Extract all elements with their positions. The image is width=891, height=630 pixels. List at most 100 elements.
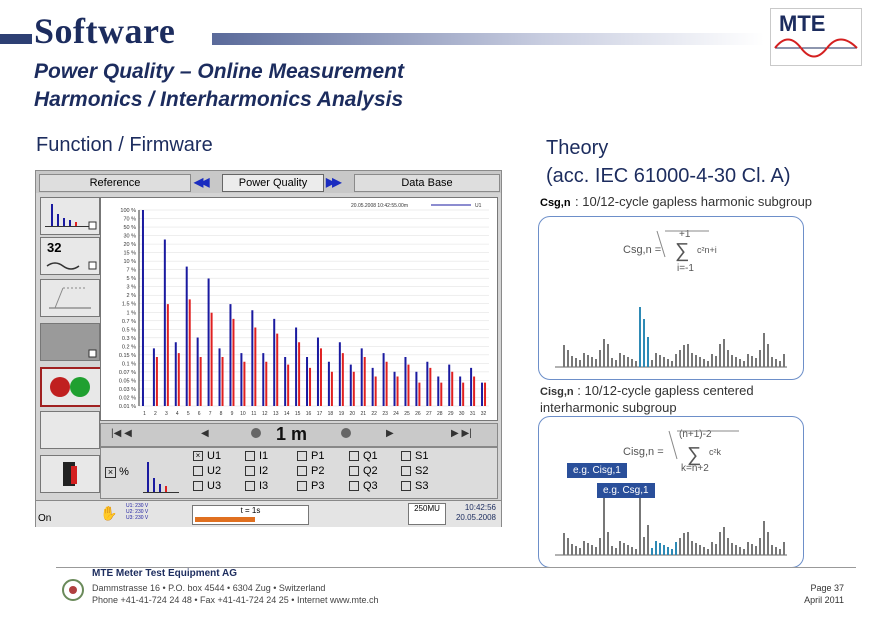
spectrum-line [767, 532, 769, 555]
checkbox-box[interactable] [297, 466, 307, 477]
subtitle: Power Quality – Online Measurement Harmo… [34, 58, 404, 114]
side-button-grey[interactable] [40, 323, 100, 361]
tab-data-base[interactable]: Data Base [354, 174, 500, 192]
quantity-checkbox[interactable]: Q2 [349, 465, 378, 477]
quantity-checkbox[interactable]: I3 [245, 480, 268, 492]
spectrum-line [735, 545, 737, 555]
spectrum-line [655, 541, 657, 555]
x-tick-label: 31 [470, 411, 476, 417]
footer-contact-line: Phone +41-41-724 24 48 • Fax +41-41-724 … [92, 595, 379, 605]
quantity-checkbox[interactable]: P1 [297, 450, 324, 462]
x-tick-label: 12 [262, 411, 268, 417]
formula-term-2: c²k [709, 447, 721, 457]
side-button-start-stop[interactable] [40, 367, 102, 407]
y-tick-label: 0.01 % [119, 404, 136, 410]
progress-fill [195, 517, 255, 522]
checkbox-box[interactable] [245, 466, 255, 477]
x-tick-label: 13 [273, 411, 279, 417]
jump-back-icon[interactable]: |◀ ◀ [111, 428, 132, 439]
spectrum-line [779, 361, 781, 367]
side-button-exit[interactable] [40, 455, 100, 493]
zoom-in-icon[interactable] [341, 428, 351, 438]
checkbox-box[interactable] [245, 481, 255, 492]
time-field[interactable]: t = 1s [192, 505, 309, 525]
hand-icon[interactable]: ✋ [100, 505, 118, 521]
x-tick-label: 29 [448, 411, 454, 417]
spectrum-line [739, 547, 741, 555]
left-heading: Function / Firmware [36, 134, 213, 156]
side-button-phasor[interactable] [40, 279, 100, 317]
spectrum-line [643, 537, 645, 555]
quantity-checkbox[interactable]: P3 [297, 480, 324, 492]
mte-logo: MTE [770, 8, 862, 66]
side-button-spectrum[interactable] [40, 197, 100, 235]
spectrum-line [575, 358, 577, 367]
spectrum-line [655, 353, 657, 367]
y-tick-label: 50 % [123, 225, 136, 231]
eg-label-1: e.g. Cisg,1 [567, 463, 627, 478]
quantity-checkbox[interactable]: I1 [245, 450, 268, 462]
checkbox-box[interactable] [297, 451, 307, 462]
quantity-checkbox[interactable]: P2 [297, 465, 324, 477]
harmonic-bar [188, 299, 191, 406]
harmonic-bar [330, 371, 333, 406]
tab-power-quality[interactable]: Power Quality [222, 174, 324, 192]
harmonic-bar [240, 353, 243, 406]
checkbox-box[interactable] [401, 451, 411, 462]
quantity-checkbox[interactable]: Q3 [349, 480, 378, 492]
checkbox-box[interactable] [193, 481, 203, 492]
y-tick-label: 0.5 % [122, 327, 136, 333]
side-button-blank[interactable] [40, 411, 100, 449]
spectrum-line [583, 541, 585, 555]
quantity-checkbox[interactable]: S2 [401, 465, 428, 477]
header-bar-left [0, 34, 32, 44]
x-tick-label: 27 [426, 411, 432, 417]
spectrum-line [715, 544, 717, 555]
time-window[interactable]: 1 m [276, 424, 308, 444]
checkbox-box[interactable] [349, 466, 359, 477]
y-tick-label: 0.03 % [119, 387, 136, 393]
zoom-out-icon[interactable] [251, 428, 261, 438]
y-tick-label: 7 % [127, 268, 137, 274]
checkbox-box[interactable] [401, 481, 411, 492]
quantity-checkbox[interactable]: S3 [401, 480, 428, 492]
checkbox-box[interactable] [349, 481, 359, 492]
y-tick-label: 30 % [123, 234, 136, 240]
spectrum-line [675, 354, 677, 367]
arrow-right-icon[interactable]: ▶▶ [326, 175, 342, 189]
quantity-checkbox[interactable]: S1 [401, 450, 428, 462]
mini-spectrum-icon [143, 462, 179, 493]
quantity-checkbox[interactable]: I2 [245, 465, 268, 477]
checkbox-box[interactable] [193, 466, 203, 477]
range-field: 250MU [408, 503, 446, 525]
quantity-checkbox[interactable]: Q1 [349, 450, 378, 462]
tab-reference[interactable]: Reference [39, 174, 191, 192]
spectrum-line [587, 355, 589, 367]
spectrum-line [683, 533, 685, 555]
side-button-order[interactable]: 32 [40, 237, 100, 275]
spectrum-line [631, 547, 633, 555]
checkbox-box[interactable] [401, 466, 411, 477]
quantity-checkbox[interactable]: × U1 [193, 450, 221, 462]
spectrum-line [687, 532, 689, 555]
step-forward-icon[interactable]: ▶ [386, 428, 394, 439]
checkbox-box[interactable] [245, 451, 255, 462]
logo-text: MTE [779, 11, 825, 36]
arrow-left-icon[interactable]: ◀◀ [194, 175, 210, 189]
jump-forward-icon[interactable]: ▶ ▶| [451, 428, 472, 439]
checkbox-box[interactable]: × [193, 451, 203, 462]
quantity-checkbox[interactable]: U2 [193, 465, 221, 477]
step-back-icon[interactable]: ◀ [201, 428, 209, 439]
percent-checkbox[interactable]: × % [105, 466, 129, 478]
voltage-readout: U1: 230 V U2: 230 V U3: 230 V [126, 503, 148, 521]
spectrum-line [671, 549, 673, 555]
x-tick-label: 17 [317, 411, 323, 417]
checkbox-box[interactable] [297, 481, 307, 492]
harmonic-bar [418, 382, 421, 406]
harmonic-bar [152, 348, 155, 406]
quantity-checkbox[interactable]: U3 [193, 480, 221, 492]
harmonic-bar [338, 342, 341, 406]
x-tick-label: 8 [220, 411, 223, 417]
harmonic-bar [319, 348, 322, 406]
checkbox-box[interactable] [349, 451, 359, 462]
